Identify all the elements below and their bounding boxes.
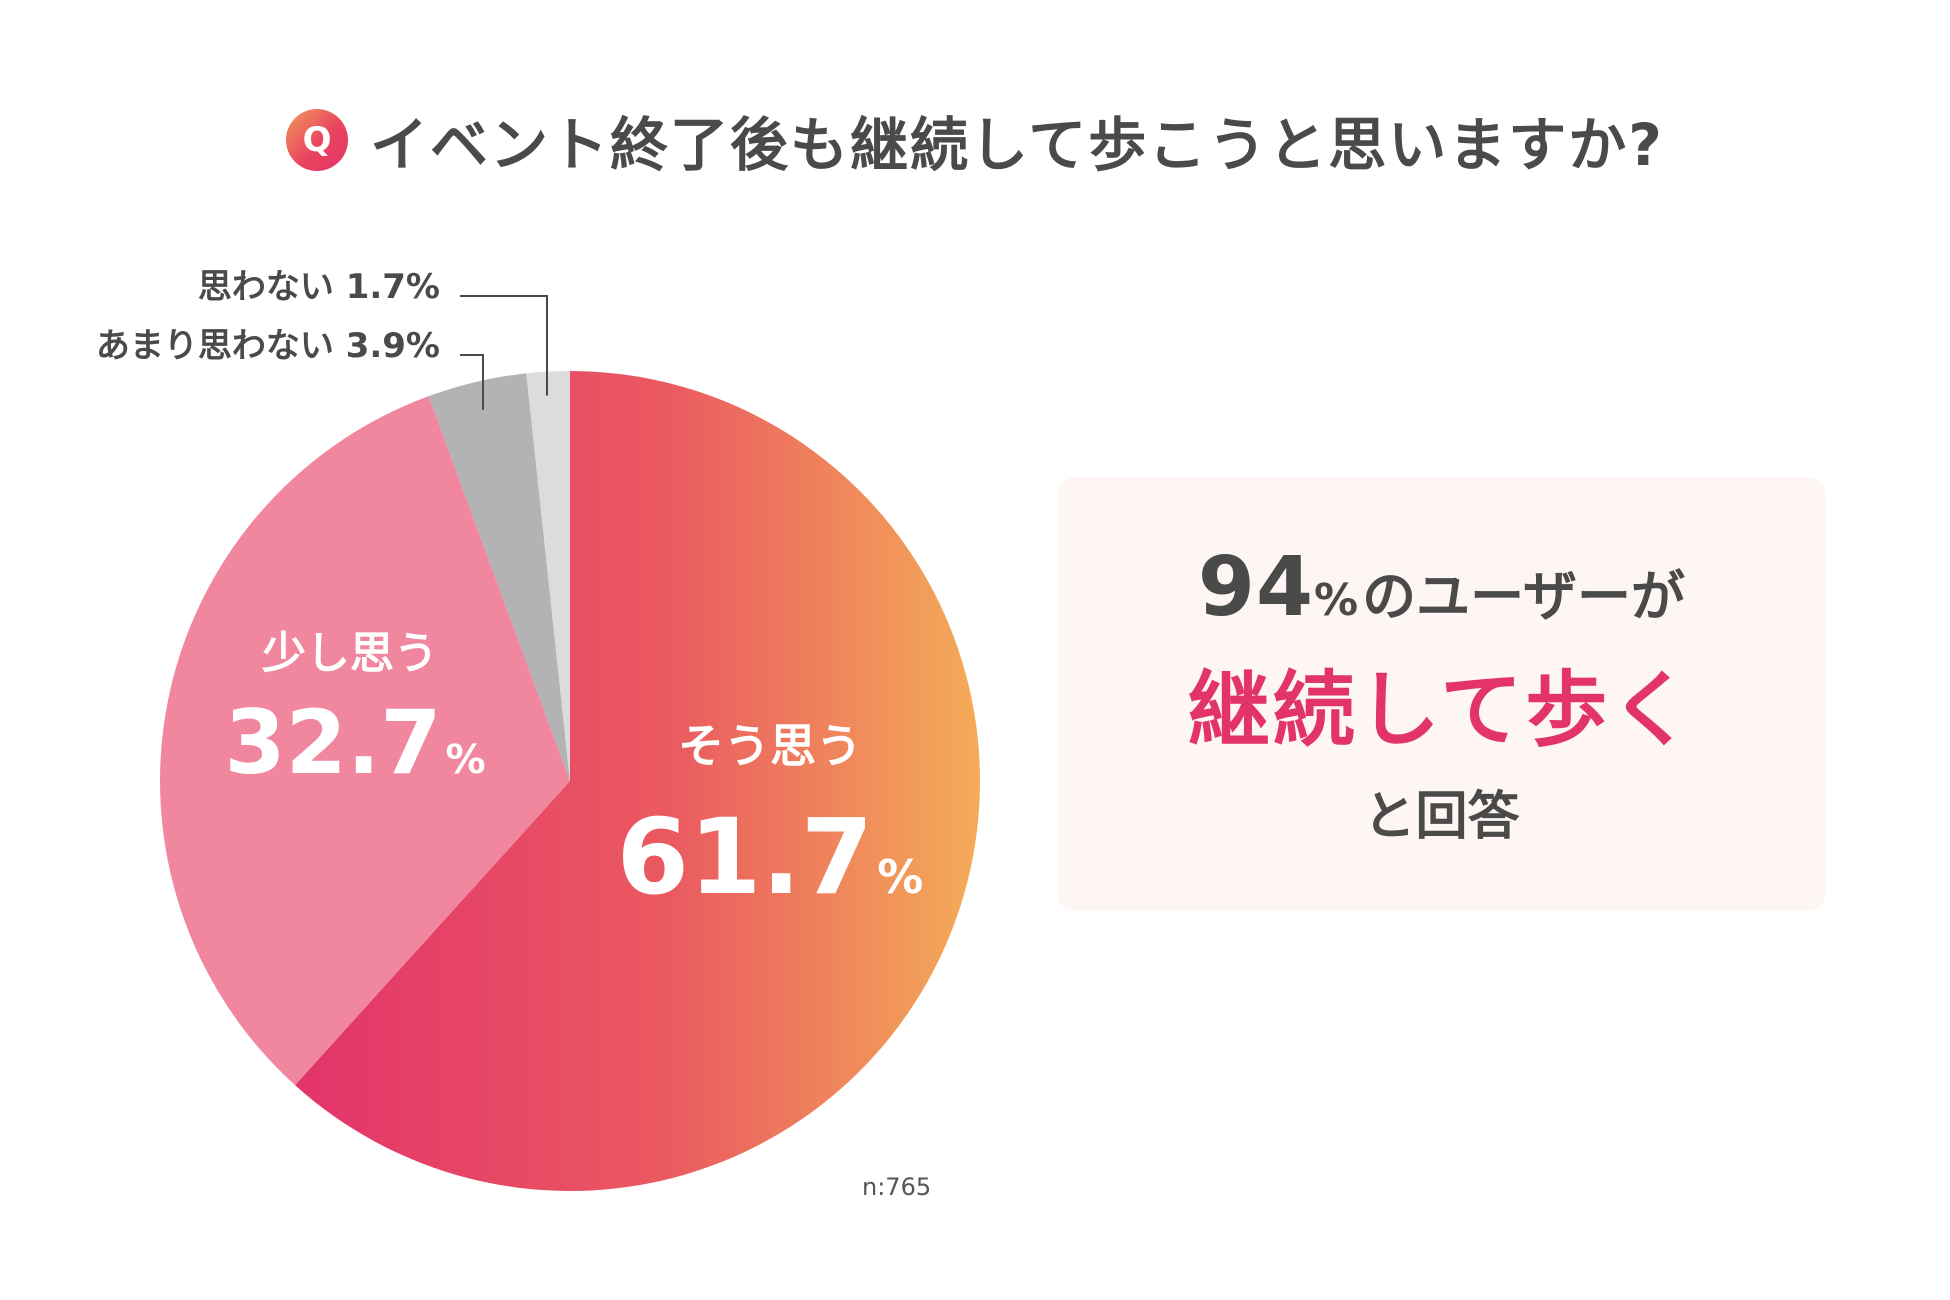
slice-sou-omou [295, 371, 980, 1191]
summary-percent: % [1314, 574, 1359, 626]
label-amari-omowanai: あまり思わない 3.9% [96, 326, 440, 366]
value-sou-omou: 61.7% [617, 796, 924, 918]
question-title: イベント終了後も継続して歩こうと思いますか? [370, 111, 1664, 179]
slice-sukoshi-omou [159, 396, 570, 1086]
slice-amari-omowanai [428, 373, 570, 781]
summary-line-1: 94 % のユーザーが [1198, 540, 1685, 635]
summary-number: 94 [1197, 539, 1315, 635]
label-sou-omou: そう思う [678, 719, 862, 773]
leader-amari-omowanai [460, 354, 484, 410]
summary-highlight: 継続して歩く [1187, 662, 1696, 758]
sample-size-note: n:765 [862, 1173, 932, 1201]
summary-box: 94 % のユーザーが 継続して歩く と回答 [1058, 477, 1825, 911]
leader-omowanai [460, 295, 548, 396]
chart-title: Q イベント終了後も継続して歩こうと思いますか? [0, 98, 1950, 182]
label-sukoshi-omou: 少し思う [262, 628, 438, 679]
label-omowanai: 思わない 1.7% [198, 267, 440, 307]
summary-text: のユーザーが [1362, 564, 1686, 628]
question-badge-icon: Q [286, 109, 349, 171]
slice-omowanai [526, 371, 570, 781]
summary-answer: と回答 [1363, 786, 1520, 847]
value-sukoshi-omou: 32.7% [224, 691, 485, 794]
